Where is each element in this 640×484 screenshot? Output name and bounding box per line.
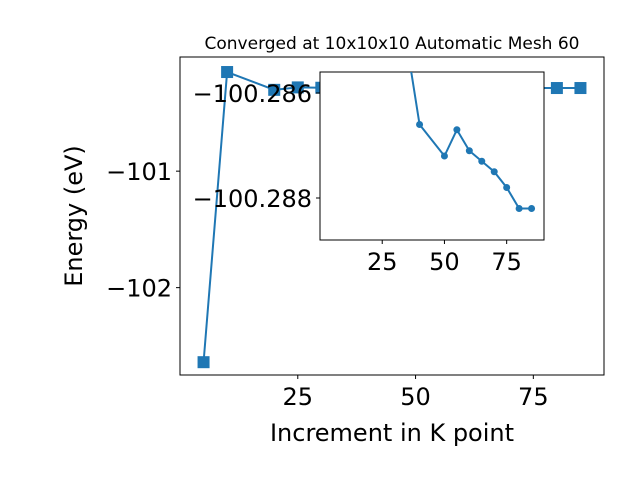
chart-title: Converged at 10x10x10 Automatic Mesh 60 <box>205 34 580 54</box>
inset-point <box>465 147 473 155</box>
inset-point <box>416 121 424 128</box>
main-point <box>574 82 587 95</box>
y-axis-label: Energy (eV) <box>60 145 88 287</box>
inset-plot: 25 50 75 −100.288 −100.286 <box>193 71 545 276</box>
main-x-tick-label: 25 <box>283 383 314 411</box>
main-point <box>221 66 234 79</box>
inset-point <box>453 126 461 134</box>
inset-x-tick-label: 25 <box>367 248 398 276</box>
inset-series-line <box>410 72 532 210</box>
inset-point <box>528 205 536 212</box>
inset-point <box>490 168 498 176</box>
inset-point <box>503 184 511 191</box>
main-point <box>291 81 304 94</box>
inset-x-tick-label: 75 <box>491 248 522 276</box>
inset-x-tick-label: 50 <box>429 248 460 276</box>
main-y-tick-label: −102 <box>106 275 172 303</box>
x-axis-label: Increment in K point <box>270 419 514 447</box>
main-point <box>268 83 281 96</box>
inset-point <box>478 157 486 165</box>
inset-y-tick-label: −100.286 <box>193 80 312 108</box>
main-point <box>550 82 563 95</box>
main-x-tick-label: 75 <box>518 383 549 411</box>
inset-y-tick-label: −100.288 <box>193 185 312 213</box>
main-y-tick-label: −101 <box>106 158 172 186</box>
main-point <box>197 356 210 369</box>
inset-point <box>515 205 523 212</box>
main-x-tick-label: 50 <box>400 383 431 411</box>
inset-plot-area <box>319 71 545 241</box>
inset-point <box>440 152 448 160</box>
